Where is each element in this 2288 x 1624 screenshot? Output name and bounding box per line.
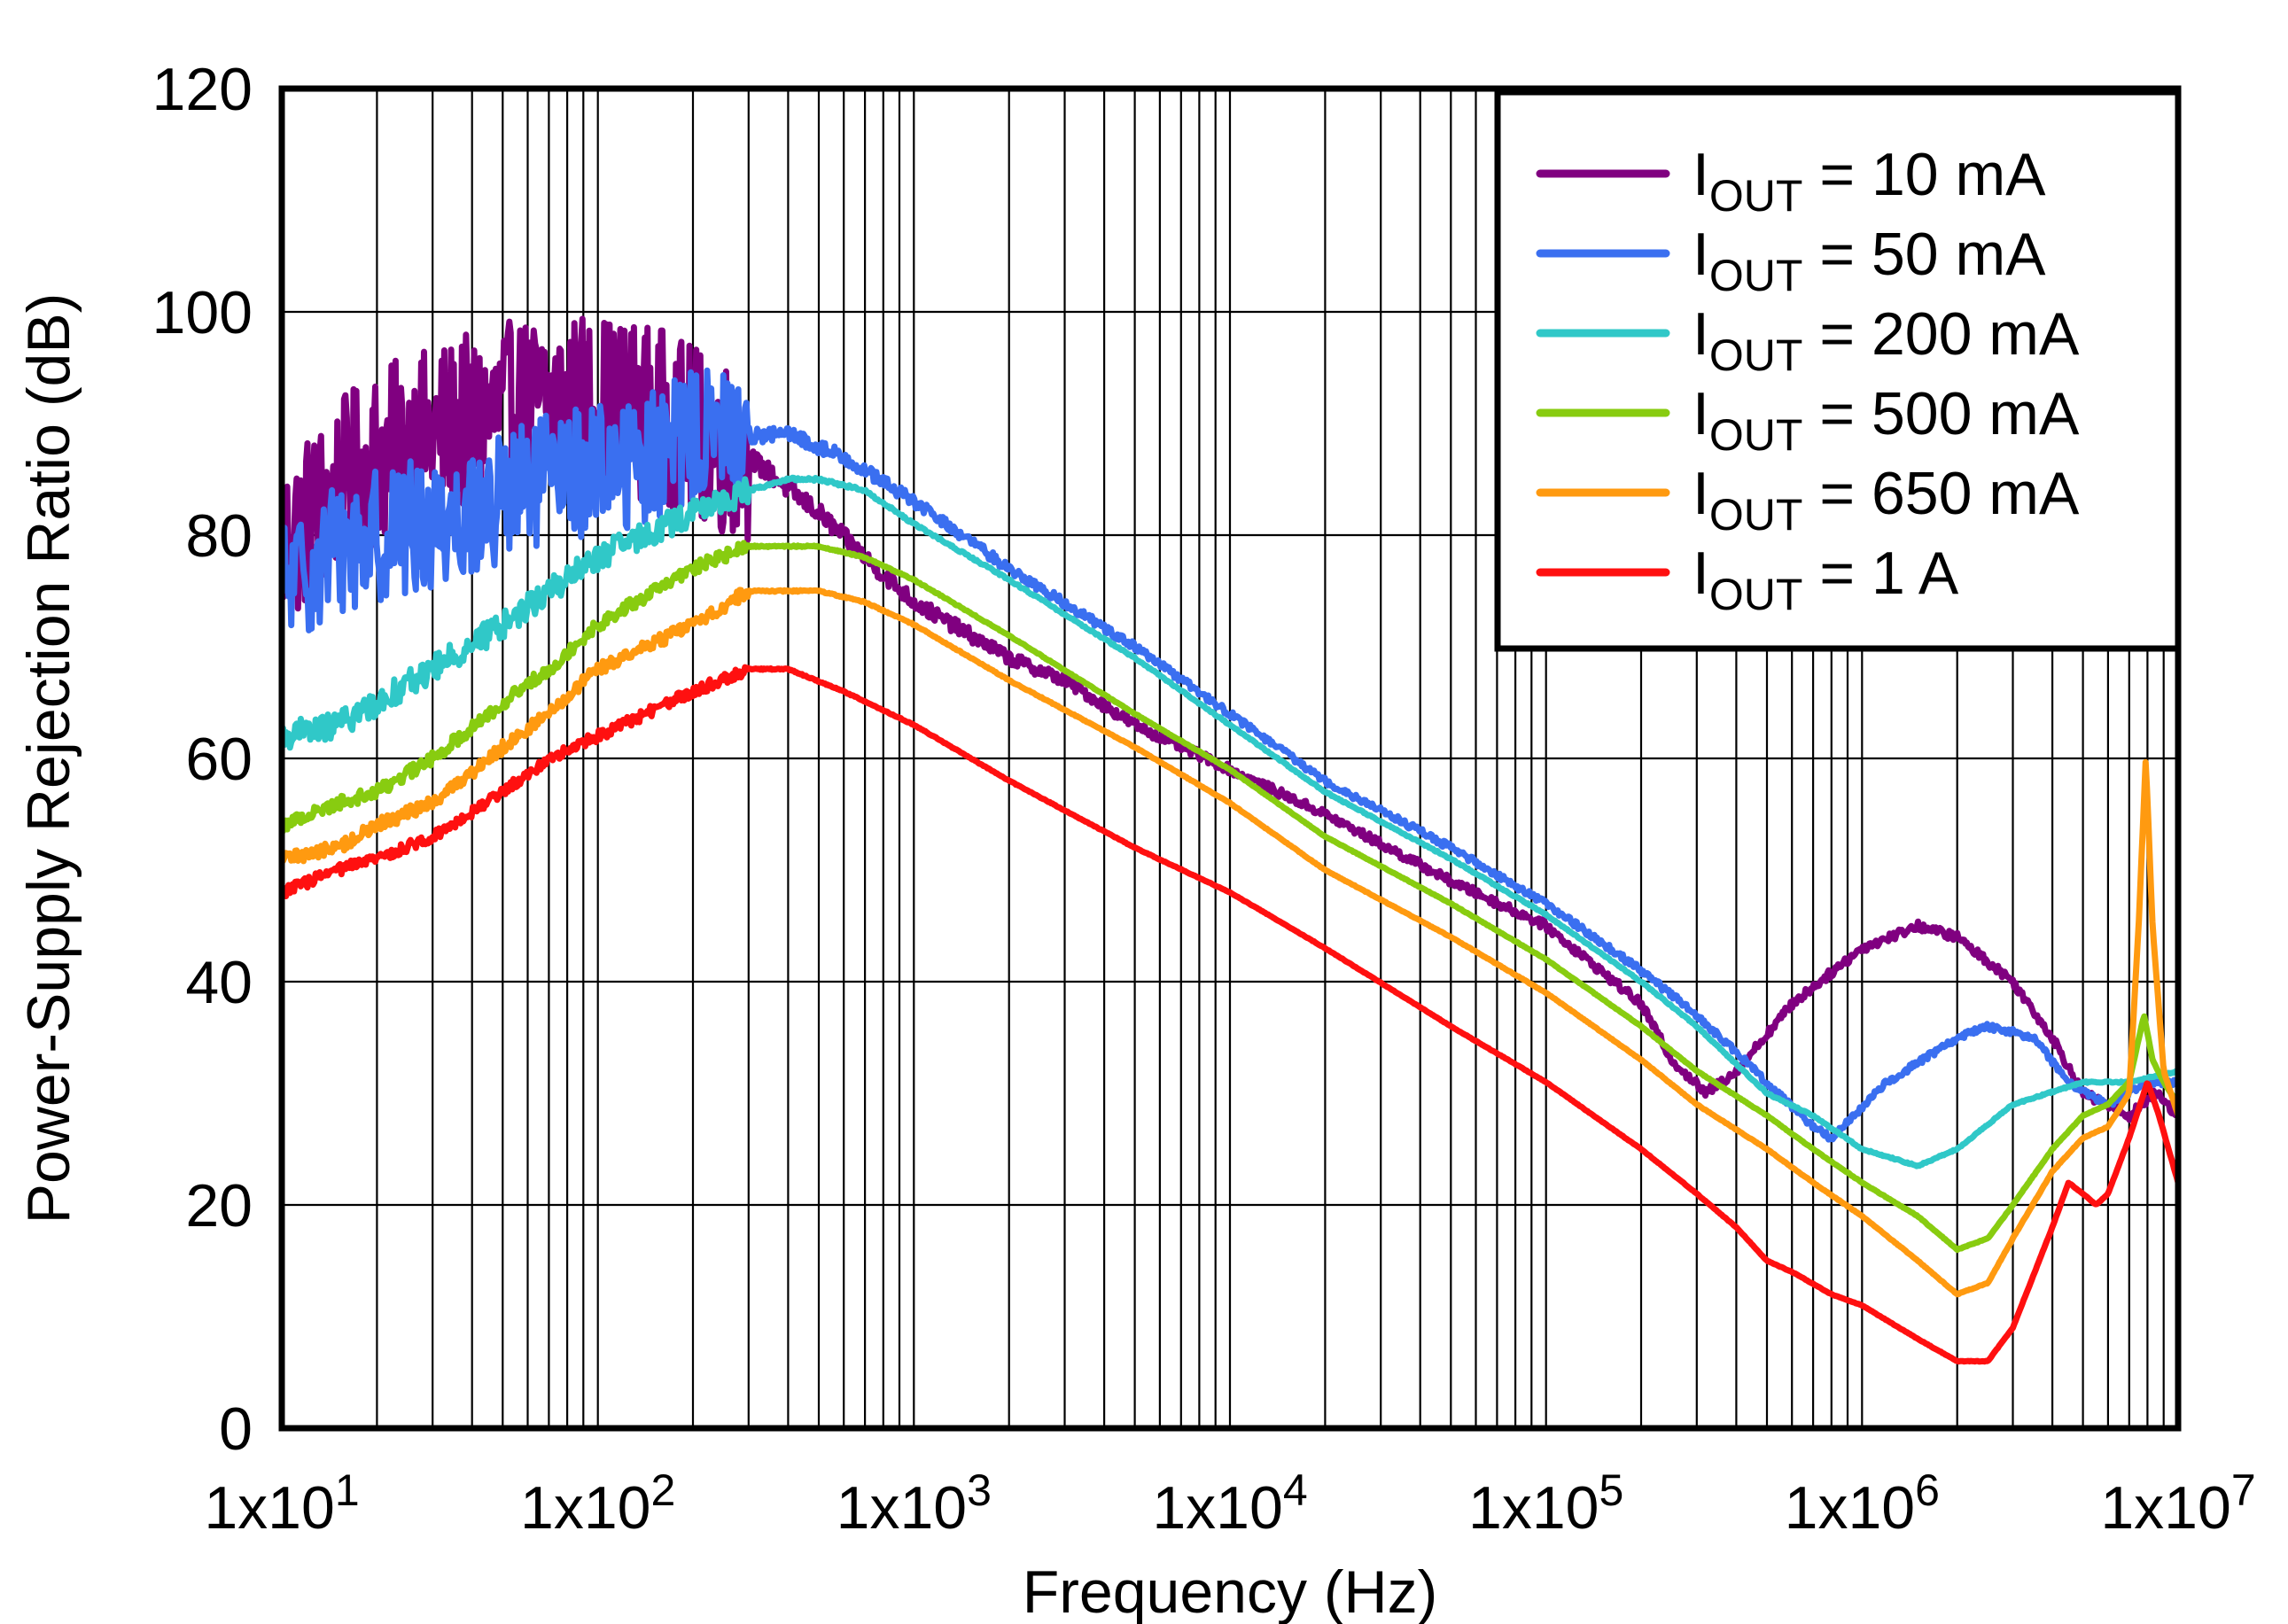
y-axis-title: Power-Supply Rejection Ratio (dB) bbox=[15, 293, 82, 1224]
y-tick-label: 120 bbox=[152, 56, 253, 123]
series-line-2 bbox=[282, 367, 2178, 1143]
plot-frame bbox=[278, 85, 2182, 1432]
legend-label: IOUT = 650 mA bbox=[1693, 460, 2080, 540]
x-tick-label: 1x107 bbox=[2100, 1465, 2255, 1542]
x-tick-label: 1x105 bbox=[1468, 1465, 1623, 1542]
legend-label: IOUT = 200 mA bbox=[1693, 300, 2080, 380]
y-tick-labels: 0 20 40 60 80 100 120 bbox=[152, 56, 253, 1463]
y-tick-label: 20 bbox=[185, 1172, 253, 1239]
series-line-4 bbox=[282, 540, 2178, 1254]
y-tick-label: 0 bbox=[219, 1395, 253, 1463]
legend-box bbox=[1494, 89, 2182, 652]
legend-label: IOUT = 50 mA bbox=[1693, 221, 2046, 300]
legend-label: IOUT = 1 A bbox=[1693, 540, 1959, 619]
x-axis-title: Frequency (Hz) bbox=[1023, 1558, 1438, 1624]
series-line-3 bbox=[282, 474, 2178, 1169]
x-tick-label: 1x102 bbox=[520, 1465, 675, 1542]
y-tick-label: 40 bbox=[185, 949, 253, 1016]
series-layer bbox=[282, 315, 2178, 1365]
x-tick-label: 1x106 bbox=[1785, 1465, 1940, 1542]
x-tick-label: 1x101 bbox=[204, 1465, 359, 1542]
x-tick-label: 1x104 bbox=[1152, 1465, 1307, 1542]
y-tick-label: 100 bbox=[152, 279, 253, 346]
series-line-6 bbox=[282, 664, 2178, 1365]
legend-label: IOUT = 10 mA bbox=[1693, 141, 2046, 221]
y-tick-label: 60 bbox=[185, 726, 253, 793]
series-line-5 bbox=[282, 587, 2178, 1298]
x-tick-labels: 1x101 1x102 1x103 1x104 1x105 1x106 1x107 bbox=[204, 1465, 2255, 1542]
x-tick-label: 1x103 bbox=[837, 1465, 992, 1542]
y-tick-label: 80 bbox=[185, 502, 253, 570]
legend-label: IOUT = 500 mA bbox=[1693, 380, 2080, 460]
